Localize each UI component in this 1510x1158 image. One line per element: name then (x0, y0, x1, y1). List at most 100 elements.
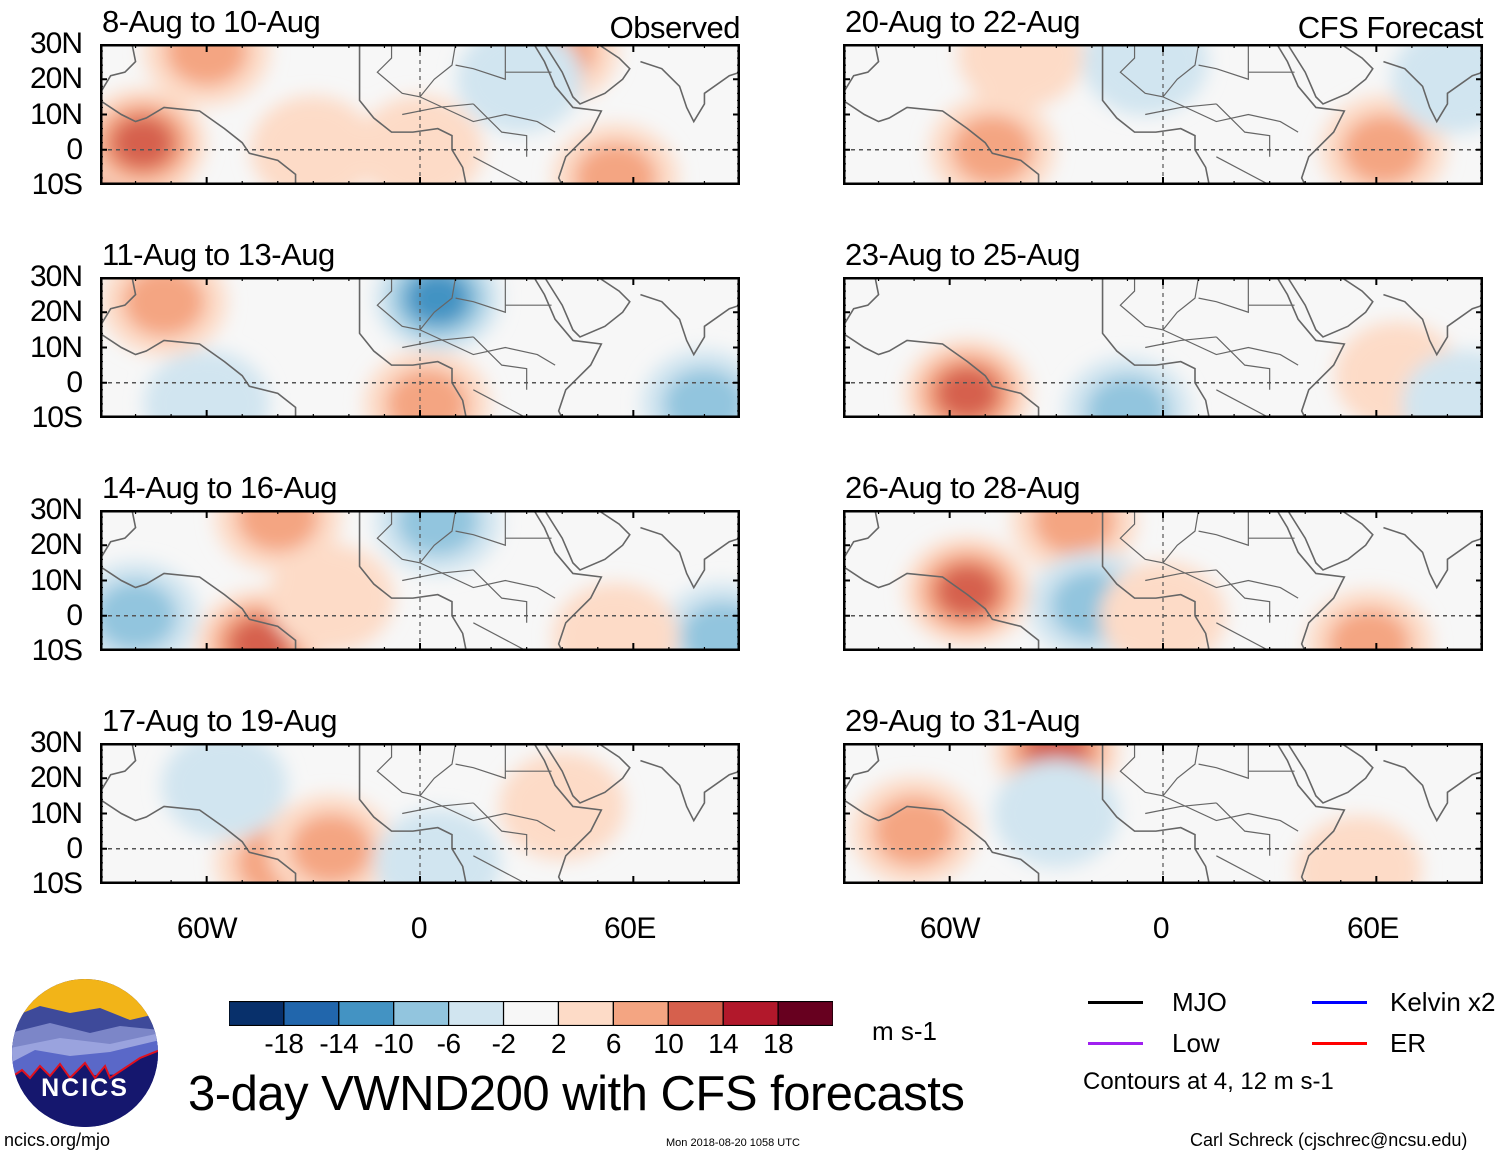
panel-date-range: 14-Aug to 16-Aug (102, 470, 338, 505)
colorbar-tick-label: -14 (319, 1028, 359, 1059)
coastline (358, 743, 468, 884)
anomaly-blob (161, 743, 288, 840)
country-border (1198, 277, 1249, 314)
coastline (1101, 277, 1211, 418)
coastline (100, 99, 297, 185)
colorbar-swatch (667, 1001, 724, 1026)
ncics-logo: NCICS (12, 979, 158, 1127)
logo-text: NCICS (41, 1074, 129, 1102)
anomaly-blob (681, 602, 740, 651)
colorbar-swatch (612, 1001, 669, 1026)
colorbar-swatch (229, 1001, 285, 1026)
anomaly-blob (552, 582, 679, 651)
y-tick-label: 30N (29, 493, 83, 526)
map-canvas (843, 277, 1483, 418)
anomaly-blob (1086, 376, 1169, 418)
y-tick-label: 20N (29, 761, 83, 795)
y-tick-label: 30N (29, 260, 83, 293)
anomaly-blob (111, 116, 175, 170)
y-tick-label: 10N (29, 796, 83, 830)
legend-swatch-low (1088, 1042, 1143, 1045)
coastline (1383, 759, 1483, 823)
anomaly-blob (386, 369, 469, 418)
x-tick-label: 0 (410, 912, 428, 945)
y-tick-label: 20N (29, 295, 83, 329)
panel-date-range: 8-Aug to 10-Aug (102, 4, 321, 39)
country-border (472, 103, 528, 157)
y-tick-label: 0 (66, 831, 83, 865)
anomaly-blob (123, 277, 205, 337)
map-panel-4-left: 17-Aug to 19-Aug (100, 703, 740, 884)
coastline (843, 743, 880, 793)
legend-label-er: ER (1390, 1028, 1427, 1058)
country-border (376, 44, 457, 98)
x-tick-label: 60E (1347, 912, 1399, 945)
coastline (100, 565, 297, 651)
country-border (473, 855, 527, 884)
colorbar-swatch (283, 1001, 340, 1026)
anomaly-blob (499, 752, 626, 861)
forecast-label: CFS Forecast (1297, 10, 1484, 45)
anomaly-blob (268, 544, 395, 651)
country-border (1215, 336, 1271, 390)
coastline (100, 332, 297, 418)
coastline (543, 44, 631, 105)
country-border (376, 743, 457, 797)
map-panel-3-left: 14-Aug to 16-Aug (100, 470, 740, 651)
anomaly-blob (663, 369, 740, 418)
colorbar-tick-label: 14 (708, 1028, 739, 1059)
y-tick-label: 10S (31, 401, 83, 434)
country-border (1119, 743, 1200, 797)
anomaly-blob (100, 580, 177, 651)
y-tick-label: 0 (66, 598, 83, 632)
country-border (1216, 622, 1270, 651)
colorbar-swatch (722, 1001, 779, 1026)
colorbar-tick-label: 18 (763, 1028, 794, 1059)
coastline (843, 798, 1040, 884)
colorbar-tick-label: 6 (605, 1028, 622, 1059)
panel-date-range: 11-Aug to 13-Aug (102, 237, 335, 272)
country-border (1198, 510, 1249, 547)
y-tick-label: 0 (66, 132, 83, 166)
country-border (1162, 329, 1299, 366)
country-border (1145, 336, 1217, 349)
coastline (1286, 44, 1374, 105)
y-tick-label: 10N (29, 97, 83, 131)
coastline (1383, 60, 1483, 124)
coastline (358, 510, 468, 651)
colorbar-swatch (393, 1001, 450, 1026)
y-tick-label: 10S (31, 867, 83, 900)
coastline (1383, 293, 1483, 357)
country-border (419, 96, 556, 133)
panel-date-range: 20-Aug to 22-Aug (845, 4, 1081, 39)
colorbar-tick-label: 10 (653, 1028, 684, 1059)
x-tick-label: 60W (919, 912, 981, 945)
country-border (402, 103, 474, 116)
legend-swatch-er (1312, 1042, 1367, 1045)
coastline (1101, 44, 1211, 185)
country-border (455, 44, 506, 81)
country-border (472, 802, 528, 856)
colorbar-tick-label: -2 (491, 1028, 516, 1059)
anomaly-blob (374, 808, 501, 884)
anomaly-blob (1402, 349, 1483, 418)
map-canvas (843, 44, 1483, 185)
country-border (402, 569, 474, 582)
x-tick-label: 0 (1152, 912, 1170, 945)
coastline (1276, 277, 1346, 418)
coastline (1286, 743, 1374, 804)
panel-date-range: 17-Aug to 19-Aug (102, 703, 338, 738)
country-border (1215, 802, 1271, 856)
y-tick-label: 10S (31, 168, 83, 201)
colorbar-swatch (338, 1001, 395, 1026)
country-border (1216, 389, 1270, 418)
coastline (533, 510, 603, 651)
coastline (100, 277, 137, 327)
anomaly-blob (1391, 44, 1483, 134)
anomaly-blob (456, 44, 583, 134)
coastline (1286, 510, 1374, 571)
panel-date-range: 23-Aug to 25-Aug (845, 237, 1081, 272)
legend-swatch-mjo (1088, 1001, 1143, 1004)
country-border (1119, 277, 1200, 331)
map-canvas (100, 44, 740, 185)
